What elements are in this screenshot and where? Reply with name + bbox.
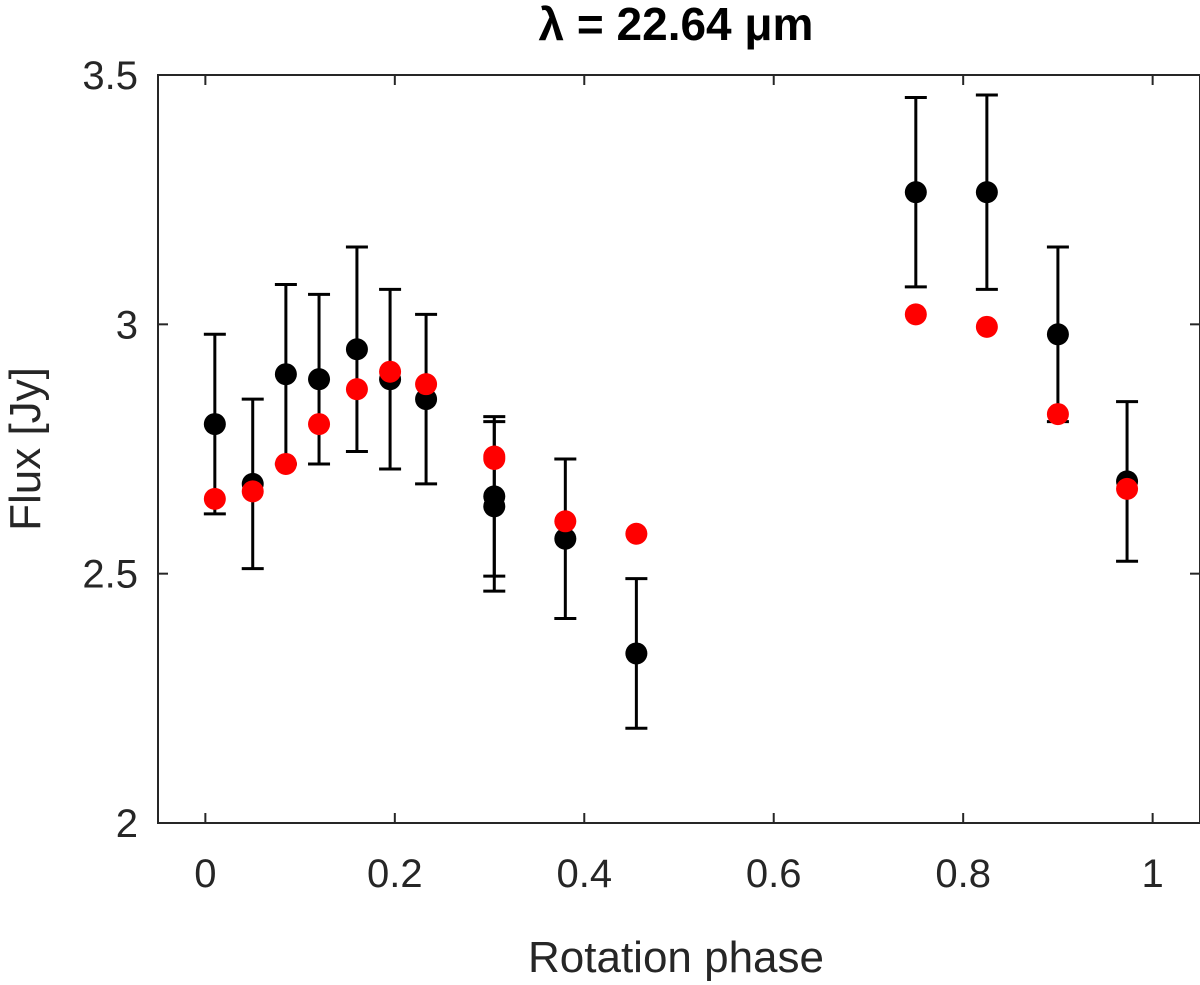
observed-point: [308, 368, 331, 391]
model-point: [241, 480, 264, 503]
chart-title: λ = 22.64 μm: [539, 0, 814, 50]
model-point: [274, 452, 297, 475]
data-marks: [203, 93, 1139, 730]
x-tick-label: 0.4: [556, 852, 612, 896]
observed-point: [975, 181, 998, 204]
y-tick-label: 2.5: [82, 553, 138, 597]
model-point: [379, 360, 402, 383]
model-point: [1046, 403, 1069, 426]
model-point: [904, 303, 927, 326]
x-tick-label: 0.2: [367, 852, 423, 896]
x-tick-label: 1: [1142, 852, 1164, 896]
series-model: [203, 303, 1139, 545]
observed-point: [904, 181, 927, 204]
observed-point: [274, 363, 297, 386]
observed-point: [1046, 323, 1069, 346]
model-point: [483, 447, 506, 470]
x-tick-label: 0.6: [746, 852, 802, 896]
axis-ticks: 0 0.2 0.4 0.6 0.8 1 2 2.5 3 3.5: [82, 54, 1200, 896]
y-axis-label: Flux [Jy]: [1, 367, 50, 531]
model-point: [625, 522, 648, 545]
y-tick-label: 3.5: [82, 54, 138, 98]
model-point: [203, 487, 226, 510]
model-point: [554, 510, 577, 533]
observed-point: [625, 642, 648, 665]
plot-area-frame: [157, 74, 1200, 824]
y-tick-label: 3: [116, 303, 138, 347]
series-observed: [203, 93, 1139, 730]
x-tick-label: 0: [194, 852, 216, 896]
y-tick-label: 2: [116, 802, 138, 846]
model-point: [415, 373, 438, 396]
observed-point: [345, 338, 368, 361]
observed-point: [554, 527, 577, 550]
observed-point: [203, 413, 226, 436]
x-axis-label: Rotation phase: [528, 933, 824, 982]
model-point: [345, 378, 368, 401]
x-tick-label: 0.8: [935, 852, 991, 896]
model-point: [975, 315, 998, 338]
observed-point: [483, 495, 506, 518]
model-point: [308, 413, 331, 436]
model-point: [1116, 477, 1139, 500]
